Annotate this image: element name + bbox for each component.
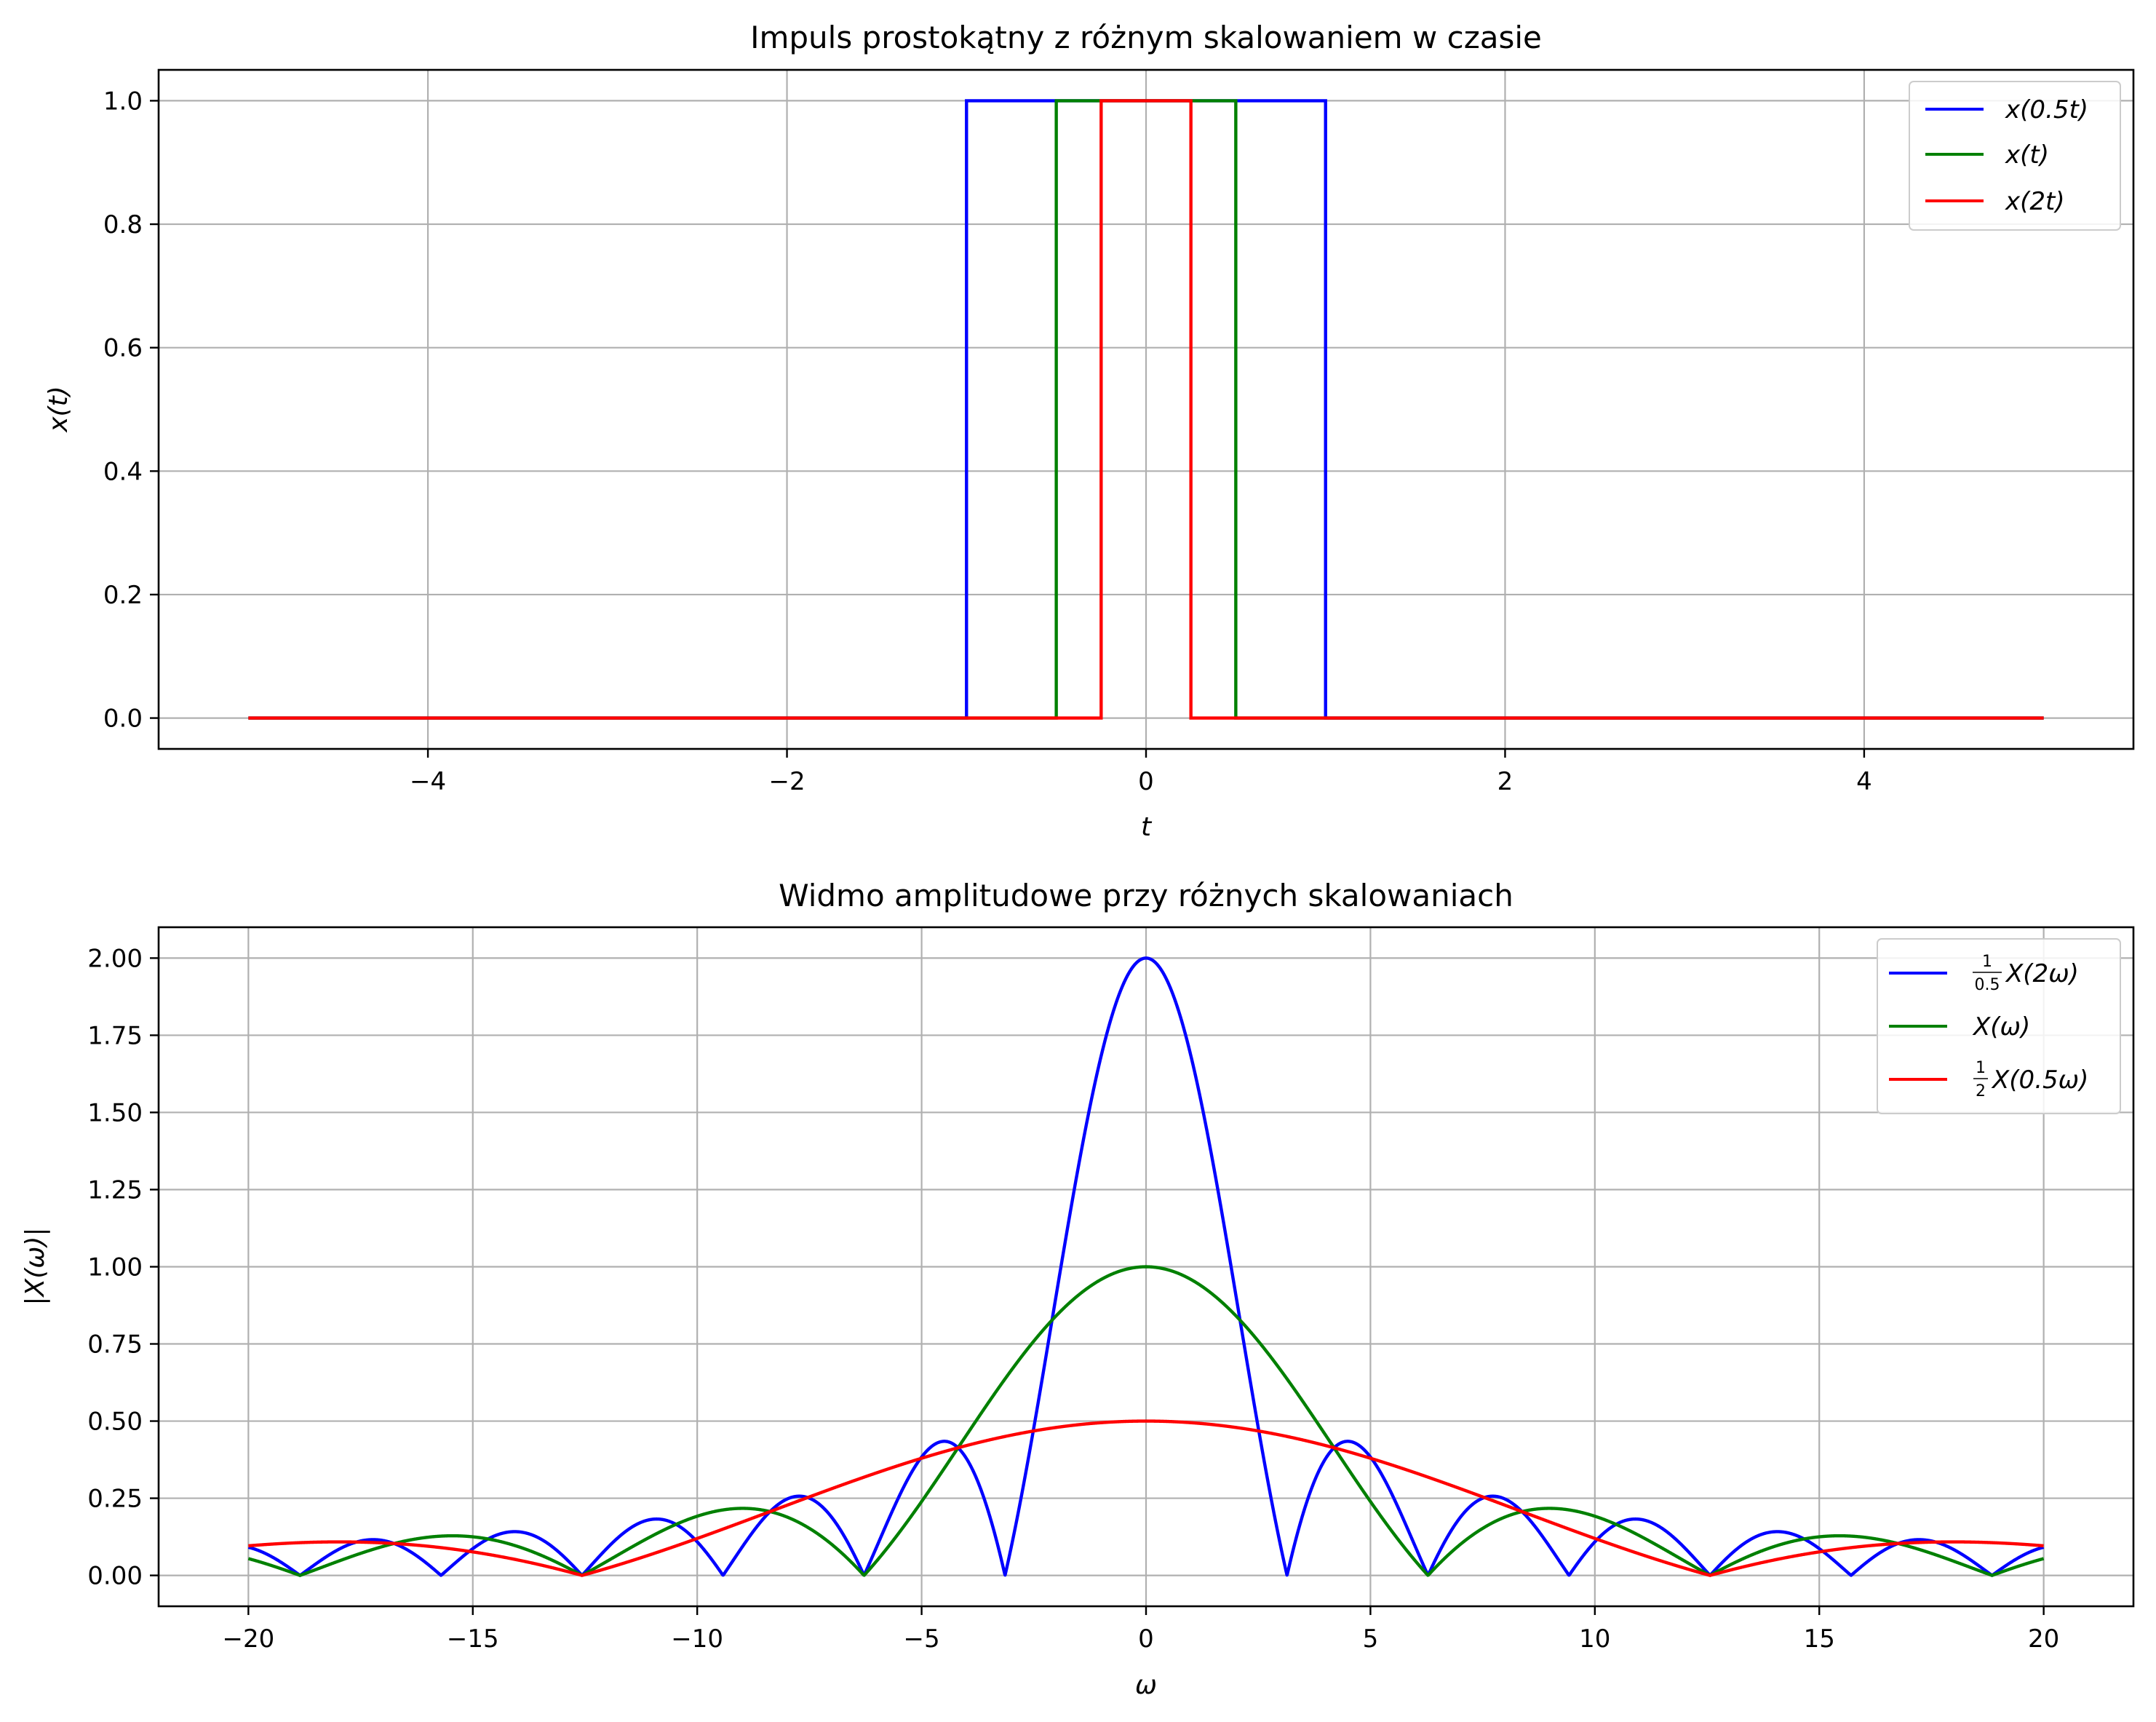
- series-line-2: [247, 1419, 2045, 1577]
- top-legend-label-0: x(0.5t): [2005, 95, 2088, 124]
- x-tick-label: −10: [671, 1624, 723, 1654]
- y-tick-label: 1.75: [87, 1021, 143, 1050]
- x-tick-label: 20: [2028, 1624, 2059, 1654]
- top-x-ticks: −4 −2 0 2 4: [410, 749, 1872, 796]
- series-line-0: [247, 956, 2045, 1577]
- y-tick-label: 0.00: [87, 1562, 143, 1591]
- y-tick-label: 0.0: [103, 705, 143, 734]
- y-tick-label: 1.50: [87, 1098, 143, 1127]
- bottom-legend-label-1: X(ω): [1972, 1012, 2030, 1041]
- y-tick-label: 1.00: [87, 1253, 143, 1282]
- top-legend: x(0.5t) x(t) x(2t): [1909, 81, 2121, 231]
- top-y-ticks: 0.0 0.2 0.4 0.6 0.8 1.0: [103, 87, 159, 734]
- bottom-legend-frac-num-0: 1: [1982, 953, 1992, 971]
- bottom-y-axis-label: |X(ω)|: [20, 1227, 50, 1305]
- y-tick-label: 0.4: [103, 457, 143, 486]
- x-tick-label: 0: [1138, 1624, 1154, 1654]
- spectrum-subplot: Widmo amplitudowe przy różnych skalowani…: [20, 878, 2135, 1700]
- top-legend-label-2: x(2t): [2005, 187, 2065, 216]
- bottom-x-ticks: −20 −15 −10 −5 0 5 10 15 20: [222, 1606, 2059, 1654]
- x-tick-label: 0: [1138, 767, 1154, 796]
- bottom-legend-label-0: X(2ω): [2005, 959, 2079, 988]
- y-tick-label: 1.0: [103, 87, 143, 116]
- bottom-legend: 1 0.5 X(2ω) X(ω) 1 2 X(0.5ω): [1877, 938, 2121, 1114]
- bottom-legend-frac-den-2: 2: [1976, 1082, 1986, 1100]
- top-y-axis-label: x(t): [44, 386, 73, 433]
- bottom-legend-frac-num-2: 1: [1976, 1059, 1986, 1077]
- bottom-legend-box: [1877, 938, 2121, 1114]
- x-tick-label: 5: [1363, 1624, 1379, 1654]
- x-tick-label: 15: [1804, 1624, 1835, 1654]
- series-line-2: [248, 99, 2044, 720]
- bottom-x-axis-label: ω: [1135, 1670, 1157, 1700]
- x-tick-label: −5: [904, 1624, 940, 1654]
- y-tick-label: 0.50: [87, 1408, 143, 1437]
- bottom-chart-title: Widmo amplitudowe przy różnych skalowani…: [779, 878, 1513, 913]
- x-tick-label: 10: [1579, 1624, 1610, 1654]
- bottom-legend-frac-den-0: 0.5: [1975, 976, 2000, 994]
- top-x-axis-label: t: [1141, 812, 1153, 842]
- y-tick-label: 0.8: [103, 210, 143, 239]
- top-legend-label-1: x(t): [2005, 140, 2049, 170]
- y-tick-label: 0.75: [87, 1330, 143, 1360]
- y-tick-label: 0.6: [103, 334, 143, 363]
- x-tick-label: −20: [222, 1624, 274, 1654]
- y-tick-label: 0.2: [103, 581, 143, 610]
- y-tick-label: 1.25: [87, 1175, 143, 1205]
- y-tick-label: 2.00: [87, 944, 143, 973]
- x-tick-label: −15: [447, 1624, 499, 1654]
- top-plot-lines: [248, 99, 2044, 720]
- x-tick-label: 4: [1856, 767, 1872, 796]
- top-legend-box: [1909, 81, 2121, 231]
- bottom-grid: [159, 927, 2133, 1606]
- x-tick-label: 2: [1497, 767, 1513, 796]
- x-tick-label: −4: [410, 767, 446, 796]
- top-chart-title: Impuls prostokątny z różnym skalowaniem …: [750, 20, 1542, 55]
- bottom-y-ticks: 0.00 0.25 0.50 0.75 1.00 1.25 1.50 1.75 2.00: [87, 944, 159, 1591]
- bottom-plot-lines: [247, 956, 2045, 1577]
- time-domain-subplot: Impuls prostokątny z różnym skalowaniem …: [44, 20, 2135, 842]
- bottom-legend-label-2: X(0.5ω): [1991, 1066, 2088, 1095]
- x-tick-label: −2: [768, 767, 805, 796]
- series-line-1: [247, 1265, 2045, 1577]
- y-tick-label: 0.25: [87, 1485, 143, 1514]
